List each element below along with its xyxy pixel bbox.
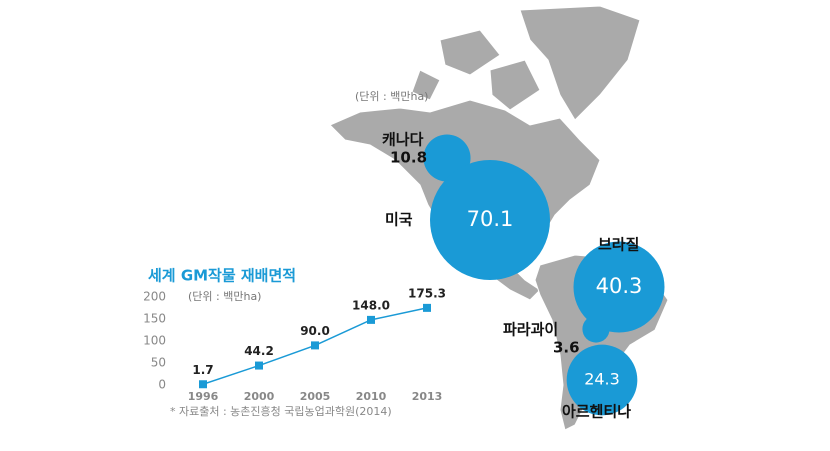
data-label: 175.3 — [408, 286, 446, 300]
data-point — [199, 380, 207, 389]
greenland — [519, 5, 641, 121]
data-label: 1.7 — [192, 363, 213, 377]
value-label: 3.6 — [553, 339, 580, 357]
data-label: 90.0 — [300, 324, 330, 338]
source-note: * 자료출처 : 농촌진흥청 국립농업과학원(2014) — [170, 404, 392, 418]
y-tick-label: 100 — [143, 334, 166, 348]
country-label: 파라과이 — [503, 321, 558, 339]
value-label: 70.1 — [467, 207, 514, 231]
chart-title: 세계 GM작물 재배면적 — [148, 267, 296, 285]
y-tick-label: 200 — [143, 290, 166, 304]
country-label: 아르헨티나 — [562, 403, 631, 421]
map-unit-note: (단위 : 백만ha) — [355, 90, 428, 103]
bubble — [582, 315, 610, 343]
x-tick-label: 2000 — [244, 390, 275, 403]
x-tick-label: 2010 — [356, 390, 387, 403]
value-label: 40.3 — [596, 274, 643, 298]
x-tick-label: 1996 — [188, 390, 219, 403]
chart-unit-note: (단위 : 백만ha) — [188, 290, 261, 303]
data-label: 148.0 — [352, 298, 390, 312]
data-point — [367, 315, 375, 324]
country-label: 브라질 — [598, 236, 639, 254]
y-tick-label: 50 — [151, 356, 166, 370]
data-point — [255, 361, 263, 370]
country-label: 미국 — [385, 211, 413, 229]
bubble — [573, 241, 665, 333]
data-label: 44.2 — [244, 344, 274, 358]
x-tick-label: 2005 — [300, 390, 331, 403]
data-point — [423, 303, 431, 312]
country-label: 캐나다 — [382, 131, 424, 149]
value-label: 10.8 — [390, 149, 427, 167]
x-tick-label: 2013 — [412, 390, 443, 403]
data-point — [311, 341, 319, 350]
y-tick-label: 0 — [158, 378, 166, 392]
arctic-islands — [411, 29, 541, 111]
value-label: 24.3 — [584, 370, 620, 389]
bubble — [430, 160, 550, 280]
y-tick-label: 150 — [143, 312, 166, 326]
bubble — [566, 344, 638, 416]
